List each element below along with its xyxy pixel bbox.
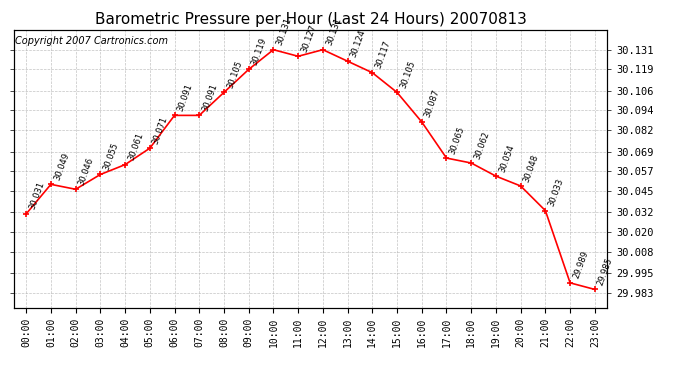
- Text: 30.105: 30.105: [226, 59, 244, 90]
- Text: 30.031: 30.031: [28, 181, 46, 211]
- Text: 30.117: 30.117: [374, 39, 392, 70]
- Text: 30.054: 30.054: [497, 143, 515, 173]
- Title: Barometric Pressure per Hour (Last 24 Hours) 20070813: Barometric Pressure per Hour (Last 24 Ho…: [95, 12, 526, 27]
- Text: 29.989: 29.989: [571, 250, 590, 280]
- Text: 30.131: 30.131: [275, 16, 293, 47]
- Text: 30.127: 30.127: [299, 23, 318, 54]
- Text: 30.033: 30.033: [546, 177, 565, 208]
- Text: 30.065: 30.065: [448, 125, 466, 155]
- Text: 30.091: 30.091: [176, 82, 195, 112]
- Text: 30.087: 30.087: [423, 88, 442, 119]
- Text: 30.124: 30.124: [349, 28, 367, 58]
- Text: 30.061: 30.061: [126, 131, 145, 162]
- Text: 29.985: 29.985: [596, 256, 615, 286]
- Text: 30.071: 30.071: [151, 115, 170, 146]
- Text: 30.119: 30.119: [250, 36, 268, 67]
- Text: 30.046: 30.046: [77, 156, 95, 186]
- Text: 30.048: 30.048: [522, 153, 540, 183]
- Text: 30.049: 30.049: [52, 151, 70, 182]
- Text: 30.055: 30.055: [101, 141, 120, 172]
- Text: 30.091: 30.091: [201, 82, 219, 112]
- Text: 30.105: 30.105: [398, 59, 417, 90]
- Text: 30.131: 30.131: [324, 16, 343, 47]
- Text: 30.062: 30.062: [473, 130, 491, 160]
- Text: Copyright 2007 Cartronics.com: Copyright 2007 Cartronics.com: [15, 36, 168, 45]
